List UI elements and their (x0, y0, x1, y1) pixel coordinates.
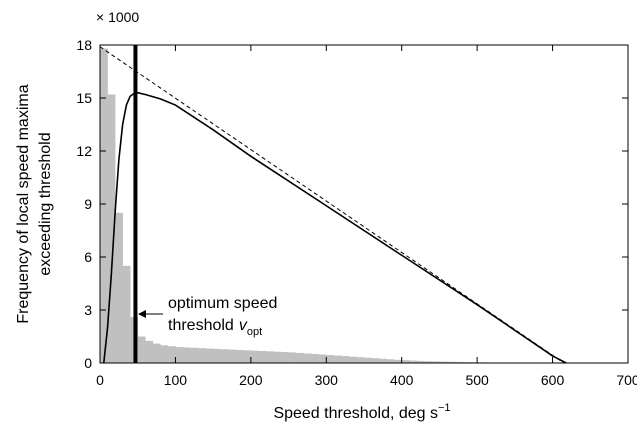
x-tick-label: 200 (239, 372, 263, 388)
y-tick-label: 9 (84, 196, 92, 212)
histogram-bar (387, 359, 395, 363)
histogram-bar (236, 350, 244, 363)
histogram-bar (191, 348, 199, 363)
histogram-bar (153, 344, 161, 363)
histogram-bar (160, 345, 168, 363)
y-tick-label: 6 (84, 249, 92, 265)
histogram-bar (100, 49, 108, 363)
x-tick-label: 300 (315, 372, 339, 388)
histogram-bar (364, 358, 372, 363)
histogram-bar (304, 353, 312, 363)
x-tick-label: 400 (390, 372, 414, 388)
histogram-bar (311, 354, 319, 363)
x-axis-label: Speed threshold, deg s−1 (273, 402, 450, 422)
plot-frame (100, 45, 628, 363)
y-tick-label: 12 (76, 143, 92, 159)
histogram-bar (349, 357, 357, 363)
histogram-bar (258, 351, 266, 363)
histogram-bar (326, 355, 334, 363)
y-tick-label: 3 (84, 302, 92, 318)
histogram-bar (175, 347, 183, 363)
histogram-bar (281, 352, 289, 363)
histogram-bar (296, 353, 304, 363)
x-tick-label: 600 (541, 372, 565, 388)
histogram-bar (213, 349, 221, 363)
histogram-bar (266, 351, 274, 363)
x-axis-label-text: Speed threshold, deg s (273, 405, 438, 422)
y-axis-label: exceeding threshold (37, 132, 54, 275)
x-tick-label: 500 (465, 372, 489, 388)
x-tick-label: 100 (164, 372, 188, 388)
histogram-bar (251, 351, 259, 363)
y-tick-label: 15 (76, 90, 92, 106)
histogram-bar (372, 358, 380, 363)
histogram-bar (198, 348, 206, 363)
y-multiplier: × 1000 (96, 9, 139, 25)
histogram-bar (356, 357, 364, 363)
histogram-bar (334, 356, 342, 363)
histogram-bar (341, 356, 349, 363)
histogram-bar (183, 347, 191, 363)
histogram-bar (206, 349, 214, 363)
histogram-bar (145, 341, 153, 363)
histogram-bar (228, 350, 236, 363)
histogram-bar (379, 359, 387, 363)
annotation-line: optimum speed (168, 295, 277, 312)
x-axis-label-superscript: −1 (438, 402, 451, 414)
histogram-bar (123, 266, 131, 363)
histogram-bar (138, 337, 146, 364)
x-tick-label: 0 (96, 372, 104, 388)
histogram-bar (115, 213, 123, 363)
x-tick-label: 700 (616, 372, 637, 388)
histogram-bar (243, 350, 251, 363)
annotation-arrowhead (138, 310, 146, 318)
y-axis-label: Frequency of local speed maxima (15, 84, 32, 323)
y-tick-label: 18 (76, 37, 92, 53)
histogram-bar (273, 352, 281, 363)
annotation-text: threshold (168, 317, 234, 334)
histogram-bar (168, 346, 176, 363)
annotation-subscript: opt (247, 326, 262, 338)
histogram-bar (289, 352, 297, 363)
histogram-bar (221, 349, 229, 363)
y-tick-label: 0 (84, 355, 92, 371)
histogram-bar (319, 355, 327, 363)
